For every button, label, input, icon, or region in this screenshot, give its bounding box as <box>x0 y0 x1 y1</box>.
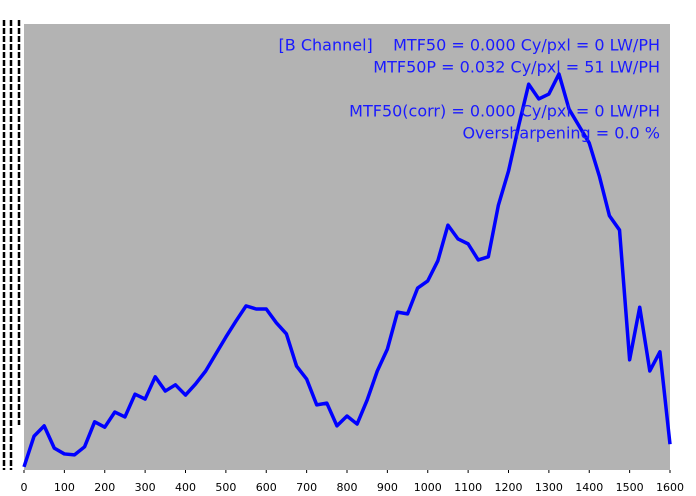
x-tick-label: 800 <box>337 481 358 494</box>
x-tick-label: 100 <box>54 481 75 494</box>
x-tick-label: 1500 <box>616 481 644 494</box>
x-tick-label: 1600 <box>656 481 684 494</box>
plot-area <box>24 24 670 470</box>
x-tick-label: 200 <box>94 481 115 494</box>
x-tick-label: 0 <box>21 481 28 494</box>
x-tick-label: 1100 <box>454 481 482 494</box>
x-tick-label: 1000 <box>414 481 442 494</box>
annotation: [B Channel] MTF50 = 0.000 Cy/pxl = 0 LW/… <box>279 36 660 55</box>
left-axis-artifacts <box>2 20 21 470</box>
x-tick-label: 1300 <box>535 481 563 494</box>
x-tick-label: 300 <box>135 481 156 494</box>
x-tick-label: 400 <box>175 481 196 494</box>
x-tick-label: 900 <box>377 481 398 494</box>
x-tick-label: 500 <box>215 481 236 494</box>
x-tick-label: 600 <box>256 481 277 494</box>
x-tick-label: 1400 <box>575 481 603 494</box>
x-tick-label: 700 <box>296 481 317 494</box>
annotation: MTF50(corr) = 0.000 Cy/pxl = 0 LW/PH <box>349 102 660 121</box>
annotation: Oversharpening = 0.0 % <box>462 124 660 143</box>
x-tick-label: 1200 <box>495 481 523 494</box>
mtf-line <box>22 72 672 468</box>
annotation: MTF50P = 0.032 Cy/pxl = 51 LW/PH <box>373 58 660 77</box>
